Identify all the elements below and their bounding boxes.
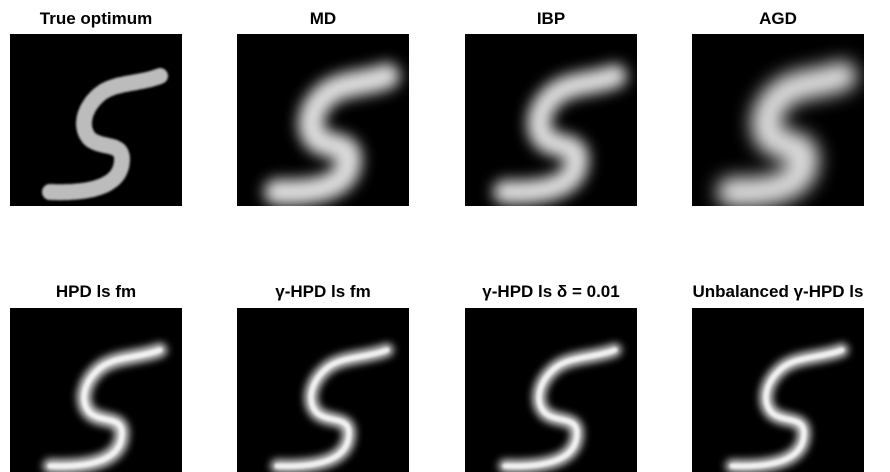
panel-title: γ-HPD ls δ = 0.01: [482, 282, 619, 301]
image-background: [692, 308, 864, 472]
image-background: [465, 308, 637, 472]
panel-image: [692, 34, 864, 206]
panel-image: [237, 308, 409, 472]
panel-title: True optimum: [40, 9, 152, 28]
panel-image: [465, 34, 637, 206]
panel-title: HPD ls fm: [56, 282, 136, 301]
panel-title: IBP: [537, 9, 565, 28]
image-background: [10, 308, 182, 472]
panel-title: Unbalanced γ-HPD ls: [693, 282, 864, 301]
panel-image: [465, 308, 637, 472]
image-background: [10, 34, 182, 206]
panel-image: [237, 34, 409, 206]
panel-image: [10, 34, 182, 206]
panel-image: [692, 308, 864, 472]
image-background: [237, 308, 409, 472]
panel-image: [10, 308, 182, 472]
panel-title: MD: [310, 9, 336, 28]
panel-title: γ-HPD ls fm: [275, 282, 370, 301]
panels: True optimum MD IBP AGD HPD ls fm γ-HPD ls fm…: [10, 9, 864, 472]
panel-title: AGD: [759, 9, 797, 28]
